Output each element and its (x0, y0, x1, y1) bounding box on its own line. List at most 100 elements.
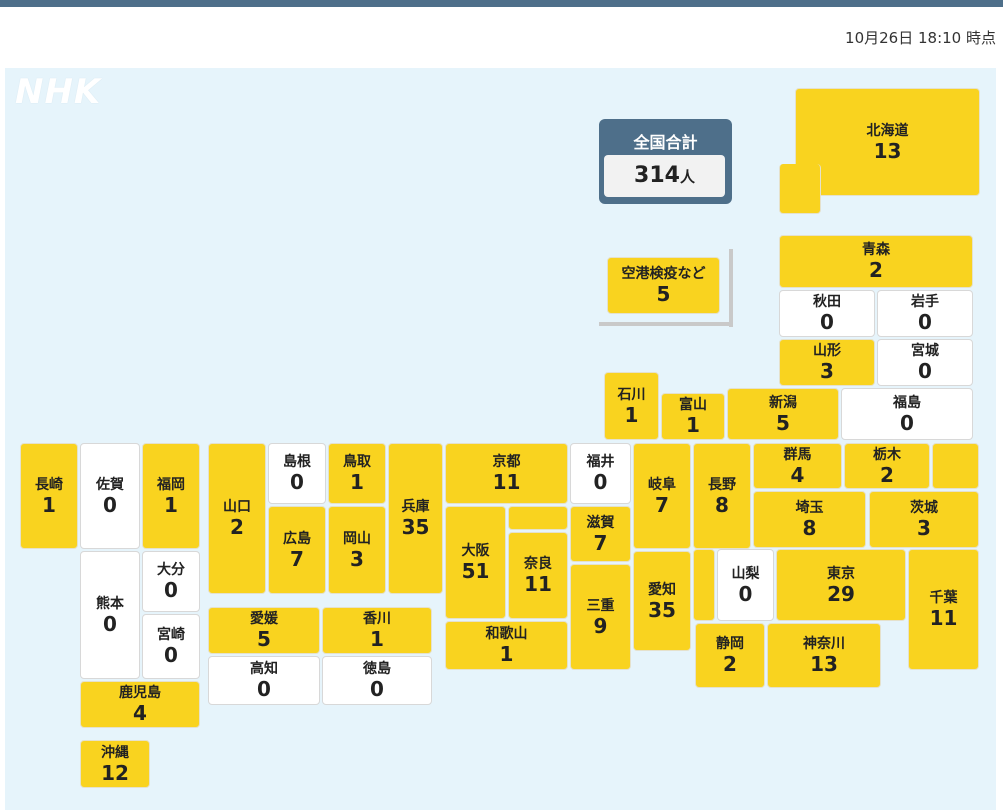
prefecture-name: 高知 (250, 661, 278, 677)
prefecture-name: 長野 (708, 476, 736, 493)
prefecture-tile-nagasaki[interactable]: 長崎 1 (20, 443, 78, 549)
prefecture-count: 13 (873, 138, 902, 163)
prefecture-name: 徳島 (363, 661, 391, 677)
prefecture-tile-fukushima[interactable]: 福島 0 (841, 388, 973, 440)
prefecture-name: 鹿児島 (119, 685, 161, 701)
national-total-box: 314人 (604, 155, 725, 197)
prefecture-count: 7 (655, 492, 669, 517)
prefecture-tile-kagoshima[interactable]: 鹿児島 4 (80, 681, 200, 728)
prefecture-tile-nagano[interactable]: 長野 8 (693, 443, 751, 549)
prefecture-tile-wakayama[interactable]: 和歌山 1 (445, 621, 568, 670)
prefecture-name: 山梨 (731, 565, 760, 582)
prefecture-name: 島根 (283, 454, 311, 470)
prefecture-tile-saitama[interactable]: 埼玉 8 (753, 491, 866, 548)
prefecture-tile-kochi[interactable]: 高知 0 (208, 656, 320, 705)
prefecture-count: 8 (715, 492, 729, 517)
prefecture-tile-tochigi[interactable]: 栃木 2 (844, 443, 930, 489)
prefecture-name: 大阪 (461, 543, 490, 559)
prefecture-name: 宮崎 (157, 627, 185, 643)
prefecture-count: 1 (350, 470, 364, 494)
prefecture-count: 0 (918, 310, 932, 334)
prefecture-name: 茨城 (910, 500, 938, 516)
prefecture-tile-miyazaki[interactable]: 宮崎 0 (142, 614, 200, 679)
prefecture-count: 0 (290, 470, 304, 494)
prefecture-name: 愛媛 (250, 611, 278, 627)
prefecture-count: 2 (230, 515, 244, 539)
prefecture-tile-hyogo[interactable]: 兵庫 35 (388, 443, 443, 594)
national-total-panel: 全国合計 314人 (599, 119, 732, 204)
prefecture-count: 1 (686, 413, 700, 437)
prefecture-tile-nara[interactable]: 奈良 11 (508, 532, 568, 619)
nhk-logo: NHK (15, 72, 102, 112)
prefecture-name: 山形 (813, 343, 841, 359)
prefecture-count: 2 (869, 258, 883, 282)
prefecture-count: 1 (164, 492, 178, 517)
prefecture-name: 熊本 (96, 595, 124, 612)
prefecture-tile-mie[interactable]: 三重 9 (570, 564, 631, 670)
prefecture-count: 0 (164, 578, 178, 602)
prefecture-tile-fukuoka[interactable]: 福岡 1 (142, 443, 200, 549)
prefecture-count: 5 (776, 410, 790, 435)
prefecture-tile-niigata[interactable]: 新潟 5 (727, 388, 839, 440)
prefecture-tile-akita[interactable]: 秋田 0 (779, 290, 875, 337)
prefecture-name: 京都 (492, 454, 521, 470)
prefecture-count: 35 (648, 597, 676, 622)
prefecture-tile-okayama[interactable]: 岡山 3 (328, 506, 386, 594)
prefecture-count: 0 (918, 359, 932, 383)
prefecture-count: 29 (827, 581, 855, 606)
prefecture-tile-yamanashi[interactable]: 山梨 0 (717, 549, 774, 621)
prefecture-tile-miyagi[interactable]: 宮城 0 (877, 339, 973, 386)
update-timestamp: 10月26日 18:10 時点 (845, 29, 996, 47)
prefecture-tile-tokyo[interactable]: 東京 29 (776, 549, 906, 621)
prefecture-tile-ehime[interactable]: 愛媛 5 (208, 607, 320, 654)
prefecture-tile-yamaguchi[interactable]: 山口 2 (208, 443, 266, 594)
prefecture-tile-osaka[interactable]: 大阪 51 (445, 506, 506, 619)
national-total-value: 314 (634, 163, 680, 188)
national-total-label: 全国合計 (633, 133, 698, 152)
prefecture-tile-yamagata[interactable]: 山形 3 (779, 339, 875, 386)
prefecture-tile-shimane[interactable]: 島根 0 (268, 443, 326, 504)
prefecture-name: 佐賀 (96, 476, 124, 493)
prefecture-name: 富山 (679, 397, 707, 413)
prefecture-count: 1 (499, 642, 514, 666)
prefecture-name: 群馬 (783, 446, 812, 463)
prefecture-tile-tottori[interactable]: 鳥取 1 (328, 443, 386, 504)
airport-divider-vertical (729, 249, 733, 327)
prefecture-tile-aichi[interactable]: 愛知 35 (633, 551, 691, 651)
prefecture-tile-hiroshima[interactable]: 広島 7 (268, 506, 326, 594)
prefecture-tile-kumamoto[interactable]: 熊本 0 (80, 551, 140, 679)
airport-divider-horizontal (599, 322, 733, 326)
prefecture-tile-ishikawa[interactable]: 石川 1 (604, 372, 659, 440)
prefecture-tile-hokkaido[interactable]: 北海道 13 (795, 88, 980, 196)
prefecture-tile-okinawa[interactable]: 沖縄 12 (80, 740, 150, 788)
prefecture-count: 13 (810, 652, 838, 676)
prefecture-tile-ibaraki[interactable]: 茨城 3 (869, 491, 979, 548)
prefecture-tile-kanagawa[interactable]: 神奈川 13 (767, 623, 881, 688)
prefecture-tile-gifu[interactable]: 岐阜 7 (633, 443, 691, 549)
prefecture-tile-aomori[interactable]: 青森 2 (779, 235, 973, 288)
prefecture-name: 兵庫 (401, 499, 430, 515)
prefecture-count: 0 (103, 492, 117, 517)
prefecture-tile-saga[interactable]: 佐賀 0 (80, 443, 140, 549)
prefecture-tile-chiba[interactable]: 千葉 11 (908, 549, 979, 670)
prefecture-count: 2 (723, 652, 737, 676)
ibaraki-tile-extension (932, 443, 979, 489)
prefecture-name: 福岡 (157, 476, 185, 493)
prefecture-tile-kyoto[interactable]: 京都 11 (445, 443, 568, 504)
prefecture-name: 三重 (586, 597, 615, 614)
prefecture-count: 0 (370, 677, 384, 701)
prefecture-tile-shizuoka[interactable]: 静岡 2 (695, 623, 765, 688)
prefecture-tile-shiga[interactable]: 滋賀 7 (570, 506, 631, 562)
prefecture-tile-airport[interactable]: 空港検疫など 5 (607, 257, 720, 314)
prefecture-tile-fukui[interactable]: 福井 0 (570, 443, 631, 504)
prefecture-tile-kagawa[interactable]: 香川 1 (322, 607, 432, 654)
prefecture-name: 沖縄 (101, 744, 129, 761)
prefecture-name: 秋田 (813, 294, 841, 310)
prefecture-count: 1 (624, 402, 639, 427)
prefecture-tile-oita[interactable]: 大分 0 (142, 551, 200, 612)
prefecture-tile-toyama[interactable]: 富山 1 (661, 393, 725, 440)
prefecture-tile-tokushima[interactable]: 徳島 0 (322, 656, 432, 705)
prefecture-tile-iwate[interactable]: 岩手 0 (877, 290, 973, 337)
prefecture-tile-gunma[interactable]: 群馬 4 (753, 443, 842, 489)
prefecture-count: 11 (524, 572, 552, 596)
